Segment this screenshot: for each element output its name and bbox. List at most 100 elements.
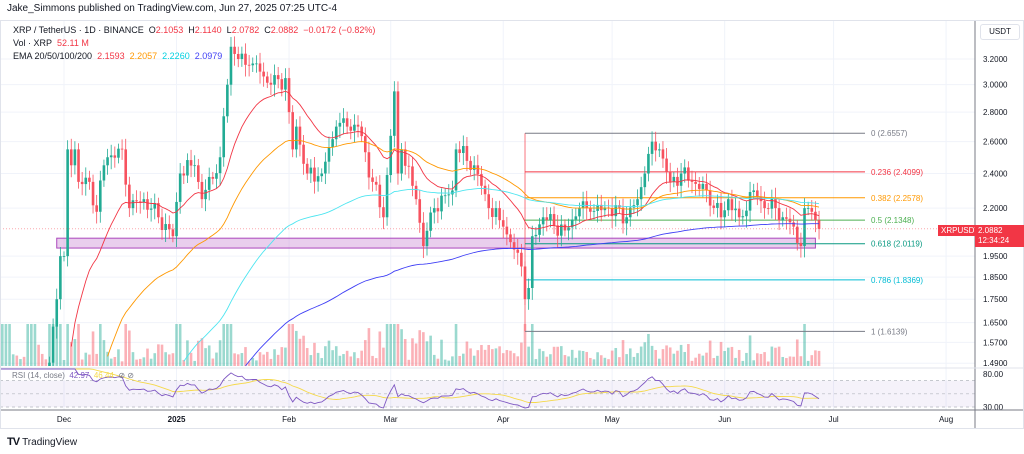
candle-body (324, 161, 327, 174)
candle-body (788, 218, 792, 223)
candle-body (774, 198, 777, 209)
volume-bar (759, 353, 763, 366)
volume-bar (636, 353, 639, 366)
volume-bar (55, 325, 59, 366)
candle-body (621, 207, 625, 224)
time-tick-label: Jul (828, 415, 838, 424)
volume-bar (748, 335, 752, 366)
candle-body (574, 216, 578, 220)
fib-level-label: 0.618 (2.0119) (871, 240, 923, 249)
candle-body (658, 149, 661, 151)
volume-bar (756, 353, 759, 366)
candle-body (545, 217, 549, 220)
candle-body (178, 173, 182, 202)
candle-body (603, 207, 607, 211)
volume-bar (313, 342, 316, 366)
candle-body (716, 202, 719, 208)
volume-bar (273, 349, 276, 366)
candle-body (255, 63, 258, 65)
volume-bar (262, 354, 265, 366)
volume-bar (436, 358, 440, 366)
rsi-tick-label: 80.00 (983, 370, 1004, 379)
volume-bar (215, 352, 218, 366)
ema200-line (245, 223, 819, 367)
ema20-line (70, 90, 820, 347)
hide-icon[interactable]: ⊘ (118, 371, 126, 380)
currency-button[interactable]: USDT (980, 24, 1020, 40)
volume-bar (66, 324, 69, 366)
volume-bar (356, 358, 360, 366)
volume-bar (498, 346, 501, 366)
candle-body (396, 91, 400, 174)
candle-body (465, 146, 469, 161)
volume-bar (218, 340, 222, 366)
volume-bar (360, 350, 363, 366)
volume-bar (59, 324, 62, 366)
volume-bar (113, 356, 117, 366)
candle-body (538, 224, 541, 235)
volume-bar (138, 358, 142, 366)
volume-bar (414, 343, 418, 366)
volume-bar (189, 352, 193, 366)
volume-bar (567, 356, 570, 366)
candle-body (501, 220, 505, 227)
candle-body (530, 236, 534, 288)
hide-icon[interactable]: ⊘ (127, 371, 134, 380)
candle-body (734, 208, 737, 211)
volume-bar (146, 348, 149, 366)
ema-legend[interactable]: EMA 20/50/100/200 2.1593 2.2057 2.2260 2… (13, 51, 222, 61)
volume-bar (810, 355, 814, 366)
price-tick-label: 2.2000 (983, 204, 1008, 213)
volume-bar (80, 359, 84, 366)
volume-legend[interactable]: Vol · XRP 52.11 M (13, 38, 89, 48)
symbol-title[interactable]: XRP / TetherUS · 1D · BINANCE (13, 25, 144, 35)
candle-body (73, 149, 77, 166)
rsi-legend[interactable]: RSI (14, close) 42.97 46.44 ⊘ ⊘ (12, 371, 134, 380)
volume-bar (15, 355, 19, 366)
volume-bar (396, 324, 400, 366)
volume-bar (226, 324, 229, 366)
rsi-line (0, 368, 820, 409)
candle-body (509, 234, 512, 243)
candle-body (429, 212, 432, 231)
volume-bar (665, 345, 668, 366)
candle-body (62, 256, 66, 257)
volume-bar (193, 360, 196, 366)
candle-body (647, 153, 650, 174)
price-tick-label: 1.9500 (983, 252, 1008, 261)
tradingview-logo[interactable]: TV TradingView (7, 436, 77, 448)
candle-body (469, 160, 472, 170)
candle-body (567, 227, 570, 231)
candle-body (55, 299, 59, 327)
time-tick-label: 2025 (168, 415, 186, 424)
candle-body (712, 205, 716, 208)
volume-bar (175, 324, 178, 366)
volume-bar (22, 356, 26, 366)
volume-bar (625, 354, 628, 366)
candle-body (581, 201, 585, 209)
candle-body (810, 208, 814, 212)
volume-bar (683, 352, 687, 366)
candle-body (334, 126, 338, 140)
candle-body (258, 63, 262, 72)
close-value: 2.0882 (270, 25, 299, 35)
candle-body (298, 126, 302, 145)
volume-bar (777, 346, 781, 366)
candle-body (803, 208, 806, 247)
volume-bar (578, 350, 581, 366)
volume-bar (697, 353, 701, 366)
candle-body (418, 199, 422, 223)
candle-body (153, 203, 157, 209)
volume-bar (545, 356, 549, 366)
candle-body (748, 192, 752, 211)
volume-bar (186, 340, 189, 366)
volume-bar (516, 356, 520, 366)
time-tick-label: Feb (282, 415, 296, 424)
volume-bar (429, 335, 432, 366)
volume-bar (240, 353, 244, 366)
candle-body (157, 203, 160, 218)
volume-bar (509, 350, 512, 366)
volume-bar (523, 324, 527, 366)
candle-body (687, 167, 690, 181)
